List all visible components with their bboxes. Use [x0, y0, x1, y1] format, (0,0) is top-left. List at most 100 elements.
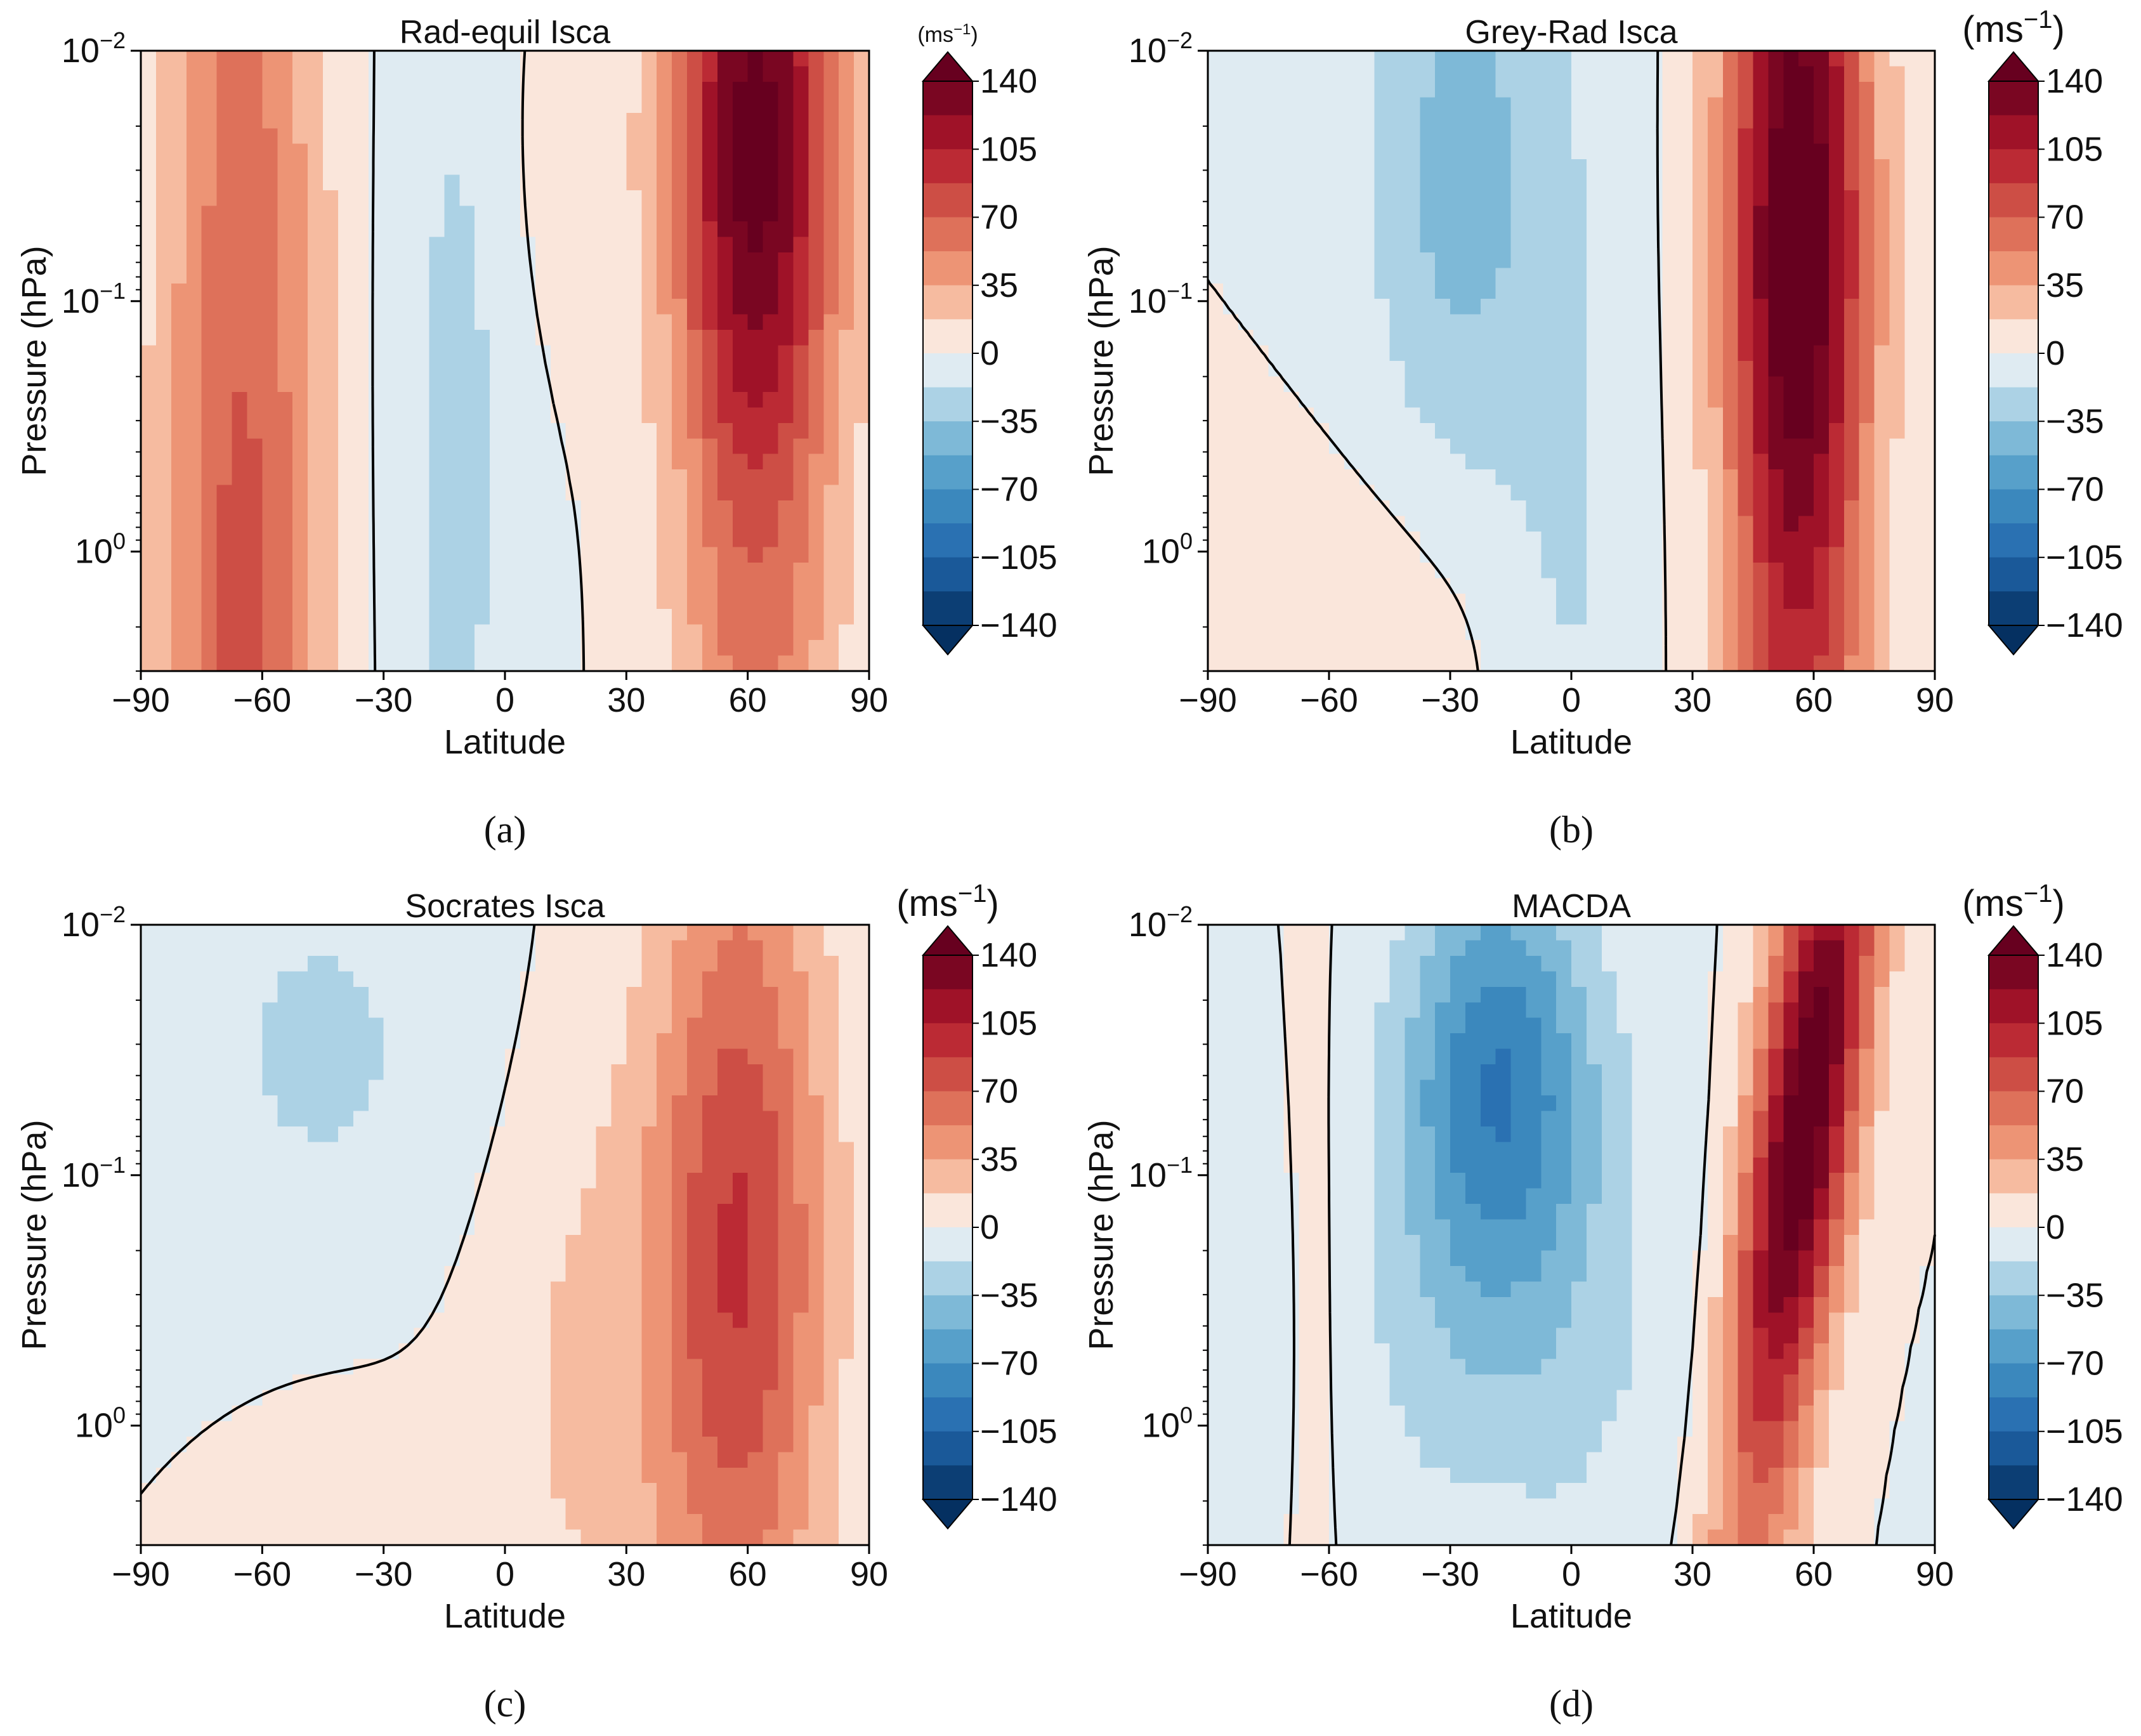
heatmap-cell	[1616, 299, 1633, 315]
heatmap-cell	[323, 206, 339, 222]
heatmap-cell	[1904, 314, 1920, 330]
heatmap-cell	[186, 986, 202, 1003]
heatmap-cell	[277, 1048, 293, 1065]
heatmap-cell	[505, 1142, 521, 1158]
heatmap-cell	[1586, 593, 1602, 610]
heatmap-cell	[232, 593, 248, 610]
heatmap-cell	[186, 516, 202, 532]
heatmap-cell	[277, 971, 293, 988]
heatmap-cell	[657, 593, 672, 610]
heatmap-cell	[687, 485, 703, 501]
heatmap-cell	[778, 640, 794, 656]
heatmap-cell	[1920, 361, 1935, 377]
heatmap-cell	[1889, 609, 1906, 625]
heatmap-cell	[201, 159, 218, 176]
heatmap-cell	[308, 330, 324, 346]
heatmap-cell	[292, 237, 308, 253]
heatmap-cell	[580, 190, 597, 207]
heatmap-cell	[1798, 252, 1814, 269]
heatmap-cell	[1601, 174, 1618, 191]
heatmap-cell	[1707, 206, 1724, 222]
colorbar-label: 35	[2046, 266, 2084, 304]
heatmap-cell	[1450, 190, 1466, 207]
heatmap-cell	[839, 174, 854, 191]
heatmap-cell	[277, 438, 293, 455]
heatmap-cell	[1268, 237, 1285, 253]
heatmap-cell	[353, 438, 369, 455]
heatmap-cell	[672, 624, 688, 641]
heatmap-cell	[1344, 51, 1360, 67]
heatmap-cell	[808, 422, 825, 440]
heatmap-cell	[368, 1002, 384, 1019]
heatmap-cell	[1889, 469, 1906, 486]
colorbar-segment	[923, 285, 972, 320]
heatmap-cell	[596, 454, 612, 470]
heatmap-cell	[490, 97, 506, 114]
heatmap-cell	[1283, 609, 1300, 625]
heatmap-cell	[1693, 206, 1708, 222]
heatmap-cell	[308, 1142, 324, 1158]
heatmap-cell	[277, 112, 293, 129]
heatmap-cell	[1238, 547, 1254, 563]
heatmap-cell	[247, 516, 263, 532]
heatmap-cell	[1662, 97, 1678, 114]
heatmap-cell	[383, 314, 400, 330]
heatmap-cell	[854, 531, 870, 548]
colorbar-segment	[1989, 115, 2038, 150]
heatmap-cell	[247, 593, 263, 610]
heatmap-cell	[414, 516, 430, 532]
heatmap-cell	[732, 1080, 749, 1096]
heatmap-cell	[1647, 51, 1663, 67]
heatmap-cell	[1420, 128, 1436, 145]
heatmap-cell	[277, 593, 293, 610]
heatmap-cell	[550, 97, 566, 114]
heatmap-cell	[839, 159, 854, 176]
heatmap-cell	[839, 655, 854, 672]
heatmap-cells	[141, 51, 870, 672]
heatmap-cell	[565, 221, 582, 238]
heatmap-cell	[353, 1188, 369, 1204]
heatmap-cell	[353, 268, 369, 284]
heatmap-cell	[141, 268, 157, 284]
heatmap-cell	[398, 454, 415, 470]
heatmap-cell	[1722, 128, 1739, 145]
heatmap-cell	[657, 143, 672, 160]
heatmap-cell	[732, 578, 749, 594]
heatmap-cell	[155, 391, 172, 408]
heatmap-cell	[1616, 81, 1633, 98]
heatmap-cell	[505, 299, 521, 315]
heatmap-cell	[1571, 454, 1587, 470]
heatmap-cell	[596, 330, 612, 346]
heatmap-cell	[323, 1157, 339, 1173]
heatmap-cell	[763, 1142, 779, 1158]
heatmap-cell	[429, 159, 445, 176]
heatmap-cell	[232, 531, 248, 548]
heatmap-cell	[308, 237, 324, 253]
heatmap-cell	[216, 97, 233, 114]
heatmap-cell	[1814, 221, 1830, 238]
heatmap-cell	[641, 547, 657, 563]
heatmap-cell	[201, 1173, 218, 1189]
heatmap-cell	[1465, 361, 1481, 377]
heatmap-cell	[839, 485, 854, 501]
heatmap-cell	[1859, 174, 1875, 191]
heatmap-cell	[1208, 422, 1224, 440]
heatmap-cell	[1253, 206, 1269, 222]
heatmap-cell	[353, 1064, 369, 1081]
heatmap-cell	[171, 237, 187, 253]
heatmap-cell	[687, 609, 703, 625]
heatmap-cell	[1208, 51, 1224, 67]
heatmap-cell	[308, 593, 324, 610]
heatmap-cell	[580, 971, 597, 988]
heatmap-cell	[1253, 143, 1269, 160]
heatmap-cell	[672, 299, 688, 315]
heatmap-cell	[141, 640, 157, 656]
heatmap-cell	[854, 376, 870, 393]
heatmap-cell	[1526, 283, 1542, 299]
heatmap-cell	[201, 112, 218, 129]
heatmap-cell	[839, 81, 854, 98]
heatmap-cell	[1753, 578, 1769, 594]
heatmap-cell	[687, 531, 703, 548]
heatmap-cell	[793, 1157, 809, 1173]
heatmap-cell	[141, 925, 157, 941]
